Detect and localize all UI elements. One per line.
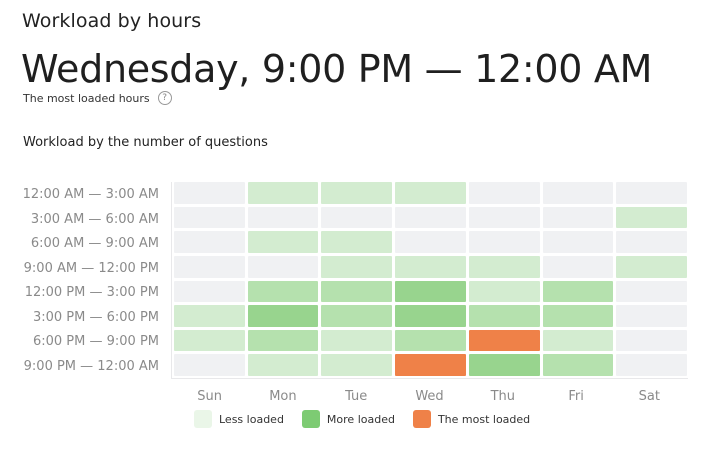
heatmap-cell[interactable] [395,305,466,327]
row-label: 3:00 AM — 6:00 AM [30,211,159,227]
heatmap-cell[interactable] [395,280,466,303]
legend-item-less: Less loaded [194,410,284,428]
heatmap-cell[interactable] [616,329,687,352]
page-title: Workload by hours [22,10,202,32]
heatmap-cell[interactable] [468,206,540,229]
heatmap-cell[interactable] [321,329,393,352]
legend-item-most: The most loaded [412,410,531,428]
heatmap-cell[interactable] [616,182,687,204]
row-label: 12:00 PM — 3:00 PM [24,285,159,300]
heatmap-cell[interactable] [468,182,540,204]
heatmap-cell[interactable] [616,280,687,303]
column-label: Sun [197,389,222,404]
heatmap-cell[interactable] [616,206,687,229]
heatmap-cell[interactable] [395,231,466,253]
heatmap-grid [174,182,687,376]
heatmap-cell[interactable] [321,255,393,278]
heatmap-cell[interactable] [174,354,245,376]
heatmap-cell[interactable] [468,354,540,376]
heatmap-cell[interactable] [468,305,540,327]
heatmap-cell[interactable] [542,231,614,253]
heatmap-cell[interactable] [247,255,319,278]
heatmap-cell[interactable] [321,354,393,376]
row-labels: 12:00 AM — 3:00 AM 3:00 AM — 6:00 AM 6:0… [0,183,159,379]
most-loaded-swatch [412,410,431,428]
column-label: Mon [269,389,297,404]
heatmap-cell[interactable] [395,354,466,376]
less-loaded-swatch [194,410,212,428]
row-label: 6:00 PM — 9:00 PM [32,334,159,349]
heatmap-cell[interactable] [321,305,393,327]
legend: Less loaded More loaded The most loaded [194,410,548,428]
row-label: 9:00 PM — 12:00 AM [23,358,159,374]
heatmap-cell[interactable] [247,305,319,327]
heatmap-cell[interactable] [616,231,687,253]
help-icon[interactable]: ? [157,91,172,105]
legend-label: The most loaded [437,412,531,426]
heatmap-cell[interactable] [174,231,245,253]
heatmap-cell[interactable] [542,255,614,278]
row-label: 9:00 AM — 12:00 PM [23,260,159,276]
chart-title: Workload by the number of questions [23,135,268,150]
heatmap-cell[interactable] [616,255,687,278]
heatmap-cell[interactable] [395,255,466,278]
heatmap-cell[interactable] [468,280,540,303]
heatmap-cell[interactable] [321,206,393,229]
heatmap-cell[interactable] [247,280,319,303]
heatmap-cell[interactable] [174,206,245,229]
legend-item-more: More loaded [301,410,395,428]
heatmap-cell[interactable] [542,206,614,229]
row-label: 3:00 PM — 6:00 PM [32,309,159,325]
most-loaded-headline: Wednesday, 9:00 PM — 12:00 AM [21,47,653,91]
heatmap-cell[interactable] [247,329,319,352]
more-loaded-swatch [301,410,320,428]
heatmap-cell[interactable] [542,305,614,327]
heatmap-cell[interactable] [542,280,614,303]
legend-label: More loaded [326,412,395,426]
row-label: 12:00 AM — 3:00 AM [22,187,159,202]
heatmap-cell[interactable] [321,231,393,253]
heatmap [171,182,688,379]
subline: The most loaded hours ? [23,91,172,105]
subline-text: The most loaded hours [23,91,150,105]
column-label: Tue [345,389,368,404]
heatmap-cell[interactable] [247,206,319,229]
heatmap-cell[interactable] [174,280,245,303]
heatmap-cell[interactable] [395,329,466,352]
heatmap-cell[interactable] [542,182,614,204]
heatmap-cell[interactable] [247,182,319,204]
column-label: Wed [415,389,444,404]
heatmap-cell[interactable] [174,182,245,204]
heatmap-cell[interactable] [247,354,319,376]
heatmap-cell[interactable] [542,354,614,376]
column-label: Thu [490,389,515,404]
heatmap-cell[interactable] [247,231,319,253]
legend-label: Less loaded [219,412,284,426]
heatmap-cell[interactable] [174,305,245,327]
column-labels: Sun Mon Tue Wed Thu Fri Sat [173,389,686,404]
heatmap-cell[interactable] [174,255,245,278]
column-label: Fri [568,389,584,404]
heatmap-cell[interactable] [616,305,687,327]
heatmap-cell[interactable] [174,329,245,352]
heatmap-cell[interactable] [468,255,540,278]
column-label: Sat [638,389,660,404]
heatmap-cell[interactable] [468,231,540,253]
row-label: 6:00 AM — 9:00 AM [30,236,159,251]
heatmap-cell[interactable] [542,329,614,352]
heatmap-cell[interactable] [468,329,540,352]
heatmap-cell[interactable] [321,182,393,204]
heatmap-cell[interactable] [395,182,466,204]
heatmap-cell[interactable] [395,206,466,229]
heatmap-cell[interactable] [321,280,393,303]
heatmap-cell[interactable] [616,354,687,376]
